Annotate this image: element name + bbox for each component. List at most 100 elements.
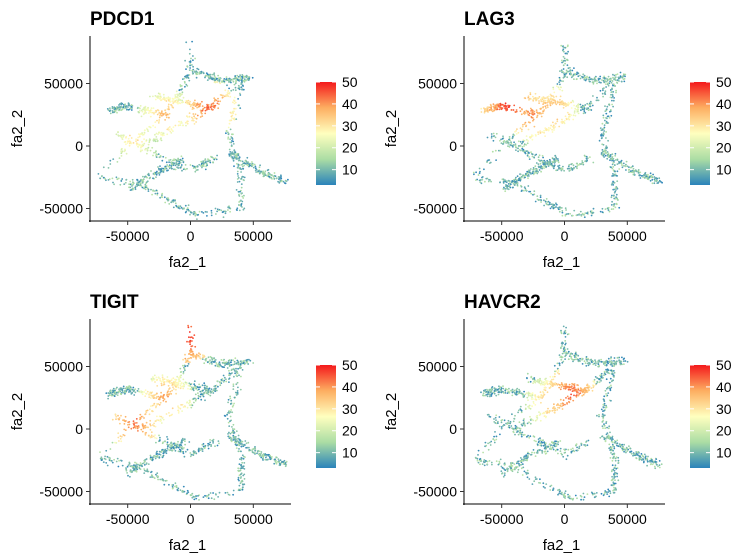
data-point [595, 99, 598, 102]
data-point [167, 99, 170, 101]
data-point [156, 403, 159, 405]
data-point [162, 478, 164, 481]
data-point [561, 118, 563, 121]
y-tick-label: 50000 [418, 76, 457, 92]
data-point [165, 380, 168, 383]
data-point [105, 462, 108, 464]
data-point [196, 218, 198, 221]
data-point [233, 165, 235, 168]
data-point [105, 449, 108, 452]
data-point [154, 95, 157, 97]
data-point [235, 79, 238, 82]
data-point [112, 387, 115, 390]
data-point [566, 64, 569, 67]
data-point [616, 82, 619, 84]
data-point [109, 394, 111, 396]
data-point [202, 165, 205, 168]
data-point [166, 447, 169, 450]
data-point [235, 153, 238, 156]
data-point [625, 160, 628, 163]
data-point [502, 135, 504, 138]
data-point [561, 89, 564, 92]
data-point [592, 161, 595, 164]
data-point [236, 359, 239, 362]
data-point [186, 120, 189, 123]
data-point [160, 133, 163, 136]
data-point [123, 141, 126, 144]
data-point [533, 172, 536, 174]
data-point [152, 397, 155, 399]
data-point [156, 192, 159, 195]
data-point [570, 166, 573, 169]
data-point [240, 481, 243, 483]
data-point [166, 198, 169, 201]
data-point [171, 200, 174, 203]
data-point [537, 131, 539, 134]
data-point [139, 133, 142, 136]
data-point [189, 67, 192, 69]
data-point [507, 142, 510, 145]
data-point [531, 153, 534, 156]
data-point [182, 387, 185, 390]
data-point [215, 389, 218, 392]
data-point [231, 133, 233, 136]
data-point [146, 176, 148, 179]
data-point [560, 103, 562, 106]
data-point [510, 425, 513, 427]
data-point [542, 482, 545, 485]
data-point [238, 157, 241, 160]
data-point [512, 183, 515, 185]
data-point [209, 359, 211, 361]
data-point [115, 391, 118, 394]
data-point [189, 210, 192, 213]
data-point [215, 362, 218, 364]
data-point [176, 166, 179, 169]
data-point [141, 393, 144, 396]
data-point [555, 202, 557, 205]
data-point [187, 204, 190, 207]
data-point [150, 405, 152, 407]
data-point [611, 464, 614, 467]
data-point [121, 108, 123, 111]
data-point [614, 187, 617, 190]
data-point [237, 177, 240, 179]
data-point [183, 438, 186, 441]
data-point [109, 163, 112, 165]
data-point [604, 119, 606, 122]
data-point [154, 434, 156, 436]
data-point [162, 399, 165, 402]
data-point [186, 167, 188, 170]
data-point [480, 111, 483, 113]
data-point [201, 100, 203, 103]
data-point [204, 159, 206, 162]
data-point [207, 393, 210, 396]
data-point [234, 107, 237, 110]
data-point [229, 411, 232, 413]
data-point [238, 164, 241, 166]
data-point [243, 78, 246, 81]
data-point [172, 377, 175, 380]
data-point [248, 449, 251, 451]
data-point [230, 115, 233, 118]
data-point [552, 203, 555, 206]
data-point [190, 453, 193, 456]
panel-title: HAVCR2 [464, 292, 541, 313]
data-point [238, 88, 241, 91]
data-point [118, 440, 120, 442]
data-point [154, 420, 157, 423]
data-point [529, 415, 531, 418]
data-point [213, 357, 216, 359]
data-point [628, 169, 630, 171]
data-point [164, 201, 167, 204]
data-point [254, 169, 257, 172]
data-point [147, 146, 150, 149]
data-point [109, 159, 112, 162]
data-point [623, 443, 625, 446]
data-point [554, 102, 557, 104]
data-point [590, 210, 593, 213]
data-point [171, 381, 173, 384]
data-point [477, 174, 480, 176]
data-point [183, 367, 186, 370]
data-point [237, 84, 240, 87]
data-point [530, 192, 533, 195]
